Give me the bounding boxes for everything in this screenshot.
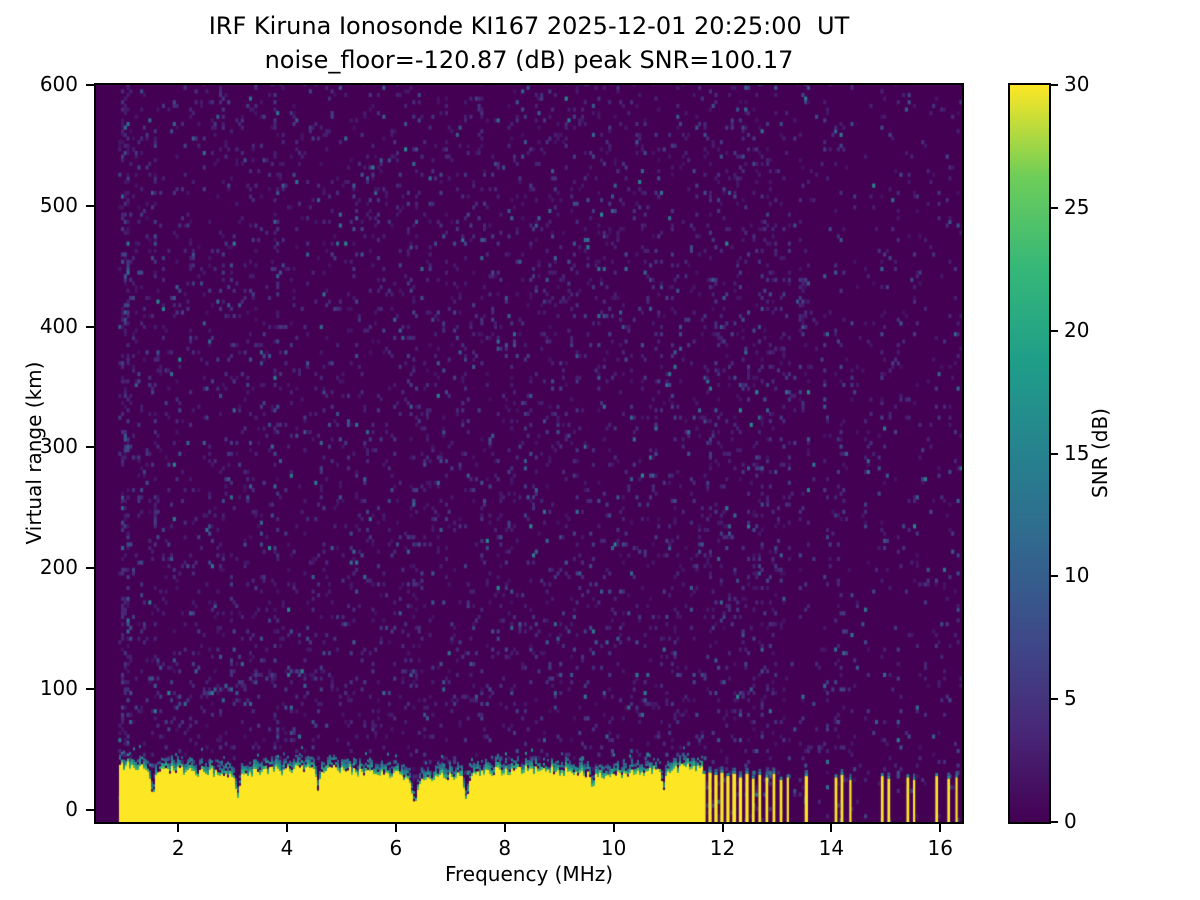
y-tick-label: 200 [39,555,78,580]
y-tick-label: 0 [65,796,78,821]
colorbar-tick-label: 15 [1064,440,1090,465]
heatmap-plot [94,83,964,824]
colorbar-tick-mark [1051,821,1058,823]
colorbar-tick-label: 0 [1064,809,1077,833]
x-tick-mark [612,824,615,832]
chart-subtitle: noise_floor=-120.87 (dB) peak SNR=100.17 [264,46,794,74]
colorbar-tick-label: 20 [1064,317,1090,342]
y-tick-label: 600 [39,72,78,96]
colorbar-tick-label: 30 [1064,72,1090,96]
x-tick-mark [503,824,506,832]
colorbar-tick-label: 10 [1064,563,1090,588]
x-tick-label: 16 [927,836,953,860]
y-tick-mark [86,567,94,570]
y-tick-mark [86,446,94,449]
x-tick-mark [394,824,397,832]
colorbar-tick-mark [1051,84,1058,86]
y-tick-mark [86,808,94,811]
colorbar-tick-mark [1051,452,1058,455]
x-tick-mark [939,824,942,832]
y-tick-label: 300 [39,434,78,459]
colorbar-tick-label: 5 [1064,686,1077,711]
y-tick-label: 100 [39,676,78,701]
y-tick-mark [86,325,94,328]
x-tick-label: 10 [600,836,627,860]
y-tick-mark [86,688,94,691]
x-tick-mark [830,824,833,832]
x-tick-mark [721,824,724,832]
y-tick-mark [86,84,94,86]
x-axis-label: Frequency (MHz) [444,862,614,886]
colorbar-tick-mark [1051,575,1058,578]
x-tick-label: 4 [280,836,294,860]
x-tick-label: 12 [709,836,736,860]
heatmap-canvas [96,85,962,822]
x-tick-mark [177,824,180,832]
y-tick-label: 400 [39,313,78,338]
colorbar [1008,83,1051,824]
x-tick-label: 8 [498,836,512,860]
x-tick-label: 6 [389,836,403,860]
chart-title: IRF Kiruna Ionosonde KI167 2025-12-01 20… [208,12,850,40]
y-tick-mark [86,204,94,207]
colorbar-tick-label: 25 [1064,194,1090,219]
colorbar-tick-mark [1051,698,1058,701]
x-tick-label: 2 [171,836,185,860]
colorbar-tick-mark [1051,329,1058,332]
x-tick-label: 14 [818,836,845,860]
y-tick-label: 500 [39,192,78,217]
x-tick-mark [286,824,289,832]
colorbar-canvas [1010,85,1049,822]
colorbar-tick-mark [1051,206,1058,209]
